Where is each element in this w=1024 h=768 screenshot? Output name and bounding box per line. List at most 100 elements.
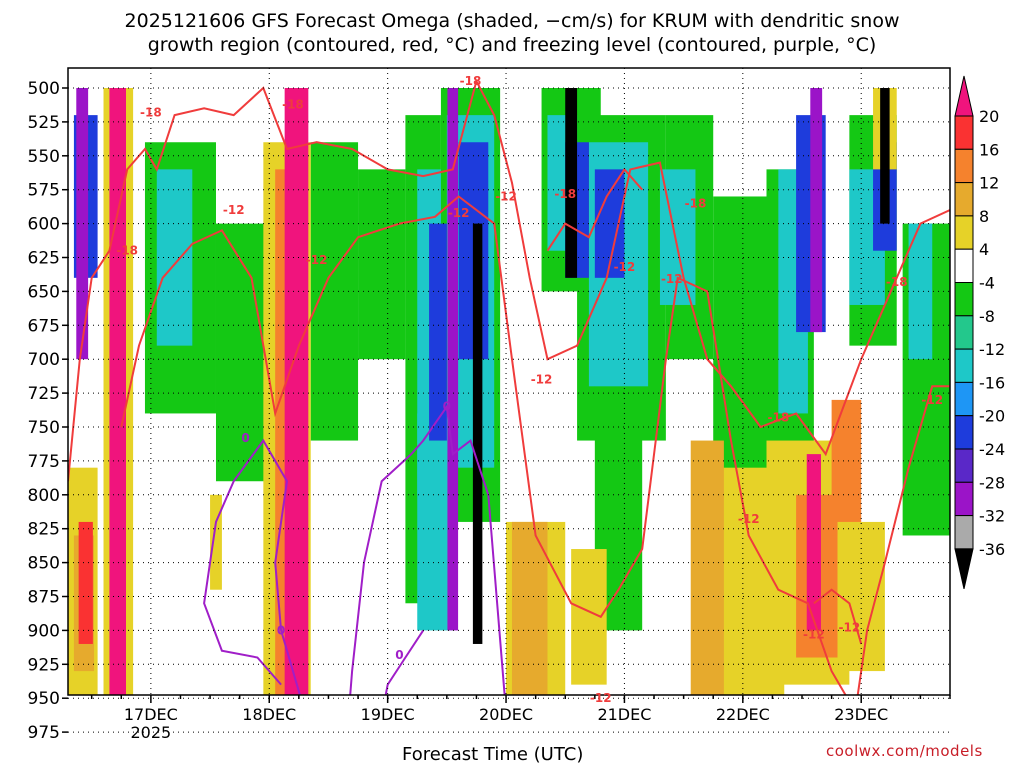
colorbar-swatch xyxy=(954,315,974,350)
freezing-level-contour-2 xyxy=(384,629,425,695)
y-tick-label: 575 xyxy=(28,181,60,201)
omega-core-6 xyxy=(690,440,724,695)
y-tick-label: 750 xyxy=(28,418,60,438)
colorbar-label: 20 xyxy=(979,107,999,126)
y-tick-label: 500 xyxy=(28,79,60,99)
omega-moderate-ascent-0 xyxy=(156,169,193,346)
omega-core-0 xyxy=(76,88,89,360)
colorbar-label: -28 xyxy=(979,473,1005,492)
dendritic-contour-label: -18 xyxy=(767,411,789,425)
omega-core-7 xyxy=(806,454,821,631)
dendritic-contour-label: -12 xyxy=(661,272,683,286)
freezing-level-label: 0 xyxy=(395,648,403,662)
freezing-level-label: 0 xyxy=(277,623,285,637)
y-axis: 500 525 550 575 600 625 650 675 700 725 750 775 800 8… xyxy=(28,79,68,743)
credit-link[interactable]: coolwx.com/models xyxy=(826,742,983,760)
colorbar-swatch xyxy=(954,381,974,417)
freezing-level-contour-1 xyxy=(349,403,506,695)
dendritic-contour-2 xyxy=(546,167,643,252)
omega-moderate-ascent-9 xyxy=(417,413,453,631)
dendritic-contour-label: -12 xyxy=(448,206,470,220)
y-tick-label: 700 xyxy=(28,350,60,370)
colorbar-label: 8 xyxy=(979,207,989,226)
y-tick-label: 800 xyxy=(28,486,60,506)
colorbar-swatch xyxy=(954,348,974,383)
chart-title-line-2: growth region (contoured, red, °C) and f… xyxy=(147,34,877,56)
dendritic-contour-label: -12 xyxy=(921,393,943,407)
colorbar-swatch xyxy=(954,515,974,550)
y-tick-label: 950 xyxy=(28,689,60,709)
x-tick-label: 21DEC xyxy=(597,705,651,724)
colorbar-swatch xyxy=(954,481,974,517)
colorbar-label: -32 xyxy=(979,507,1005,526)
dendritic-contour-label: -18 xyxy=(685,196,707,210)
dendritic-contour-label: -12 xyxy=(614,260,636,274)
x-tick-label: 17DEC xyxy=(124,705,178,724)
colorbar-label: -24 xyxy=(979,440,1005,459)
y-tick-label: 875 xyxy=(28,588,60,608)
colorbar-label: -8 xyxy=(979,307,995,326)
omega-core-4 xyxy=(472,223,483,644)
y-tick-label: 525 xyxy=(28,113,60,133)
colorbar-label: 4 xyxy=(979,240,989,259)
colorbar: 20 16 12 8 4 -4 -8 -12 -16 -20 -24 -28 -32 -36 xyxy=(954,75,1005,590)
omega-weak-ascent-2 xyxy=(310,142,359,441)
omega-core-5 xyxy=(565,88,578,278)
dendritic-contour-label: -18 xyxy=(140,105,162,119)
x-tick-label: 18DEC xyxy=(242,705,296,724)
freezing-level-label: 0 xyxy=(443,400,451,414)
y-tick-label: 550 xyxy=(28,147,60,167)
x-tick-label: 22DEC xyxy=(716,705,770,724)
x-tick-label: 20DEC xyxy=(479,705,533,724)
x-tick-label: 23DEC xyxy=(834,705,888,724)
omega-core-8 xyxy=(810,88,823,333)
colorbar-swatch xyxy=(954,415,974,450)
x-axis-title: Forecast Time (UTC) xyxy=(402,744,584,765)
grid-lines xyxy=(68,68,950,733)
dendritic-contour-label: -12 xyxy=(531,373,553,387)
y-tick-label: 600 xyxy=(28,215,60,235)
dendritic-contour-label: -18 xyxy=(554,187,576,201)
x-tick-label: 19DEC xyxy=(361,705,415,724)
omega-core-11 xyxy=(511,521,548,695)
colorbar-swatch xyxy=(954,182,974,217)
dendritic-contour-label: -12 xyxy=(803,627,825,641)
dendritic-contour-label: -12 xyxy=(839,621,861,635)
y-tick-label: 825 xyxy=(28,520,60,540)
y-tick-label: 675 xyxy=(28,316,60,336)
colorbar-label: 16 xyxy=(979,140,999,159)
chart-title-line-1: 2025121606 GFS Forecast Omega (shaded, −… xyxy=(124,10,900,32)
dendritic-contour-label: -18 xyxy=(282,97,304,111)
plot-border xyxy=(67,67,951,696)
omega-descent-13 xyxy=(210,494,222,590)
dendritic-contour-label: -18 xyxy=(886,275,908,289)
omega-strong-ascent-0 xyxy=(429,223,447,441)
omega-core-1 xyxy=(109,88,127,695)
dendritic-contour-1 xyxy=(120,195,950,695)
contour-labels: -18-18-18-18-12-12-12-12 -18-12-18-12-12-… xyxy=(116,74,943,705)
omega-moderate-ascent-7 xyxy=(908,223,933,360)
colorbar-swatch xyxy=(954,115,974,150)
colorbar-swatch xyxy=(954,248,974,283)
contour-lines xyxy=(68,78,950,695)
freezing-level-label: 0 xyxy=(241,431,249,445)
dendritic-contour-label: -12 xyxy=(223,203,245,217)
plot-frame xyxy=(67,67,951,696)
y-tick-label: 625 xyxy=(28,249,60,269)
x-axis: 17DEC 18DEC 19DEC 20DEC 21DEC 22DEC 23DEC 2025 xyxy=(90,695,951,742)
dendritic-contour-label: -12 xyxy=(306,253,328,267)
omega-core-10 xyxy=(78,521,93,644)
colorbar-label: -16 xyxy=(979,373,1005,392)
y-tick-label: 775 xyxy=(28,452,60,472)
colorbar-label: -36 xyxy=(979,540,1005,559)
y-tick-label: 900 xyxy=(28,621,60,641)
colorbar-swatch-top-arrow xyxy=(954,75,974,117)
dendritic-contour-0 xyxy=(68,78,950,482)
omega-shading xyxy=(68,88,950,695)
colorbar-label: -12 xyxy=(979,340,1005,359)
dendritic-contour-3 xyxy=(813,588,863,645)
dendritic-contour-label: -18 xyxy=(460,74,482,88)
omega-core-9 xyxy=(880,88,890,224)
colorbar-swatch xyxy=(954,282,974,317)
